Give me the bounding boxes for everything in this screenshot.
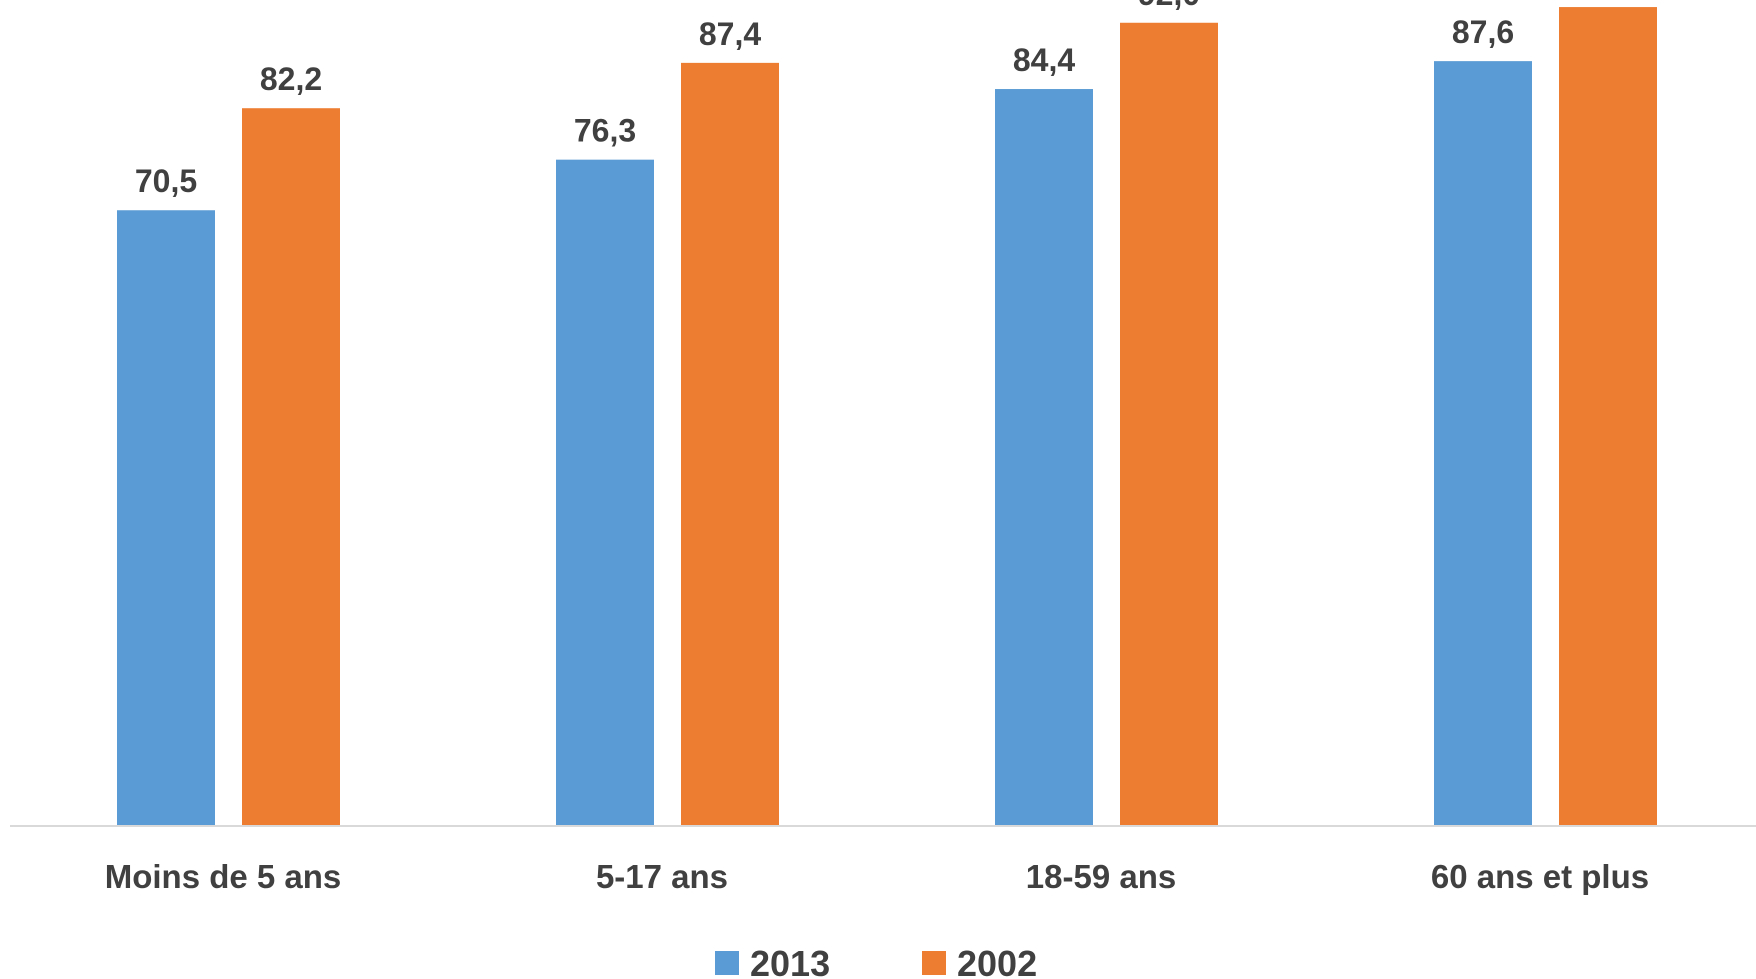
bar-2013-2: [995, 89, 1093, 826]
bar-2002-2: [1120, 22, 1218, 825]
category-labels-group: Moins de 5 ans 5-17 ans 18-59 ans 60 ans et…: [105, 858, 1649, 895]
legend-swatch-2002: [922, 951, 946, 975]
value-label-2013-0: 70,5: [135, 163, 197, 199]
value-label-2013-2: 84,4: [1013, 42, 1075, 78]
bar-2002-3: [1559, 7, 1657, 825]
bar-2002-0: [242, 108, 340, 825]
category-label-2: 18-59 ans: [1026, 858, 1176, 895]
legend-swatch-2013: [715, 951, 739, 975]
value-label-2002-1: 87,4: [699, 16, 761, 52]
bar-2013-0: [117, 210, 215, 826]
bar-2013-3: [1434, 61, 1532, 826]
category-label-3: 60 ans et plus: [1431, 858, 1649, 895]
value-label-2002-2: 92,0: [1138, 0, 1200, 12]
value-labels-group: 70,582,276,387,484,492,087,693,8: [135, 0, 1514, 199]
category-label-0: Moins de 5 ans: [105, 858, 342, 895]
category-label-1: 5-17 ans: [596, 858, 728, 895]
legend: 2013 2002: [715, 943, 1037, 979]
value-label-2013-1: 76,3: [574, 113, 636, 149]
bars-group: [117, 7, 1657, 826]
value-label-2013-3: 87,6: [1452, 14, 1514, 50]
bar-2013-1: [556, 159, 654, 825]
legend-label-2002: 2002: [957, 943, 1037, 979]
legend-label-2013: 2013: [750, 943, 830, 979]
value-label-2002-0: 82,2: [260, 61, 322, 97]
bar-2002-1: [681, 62, 779, 825]
